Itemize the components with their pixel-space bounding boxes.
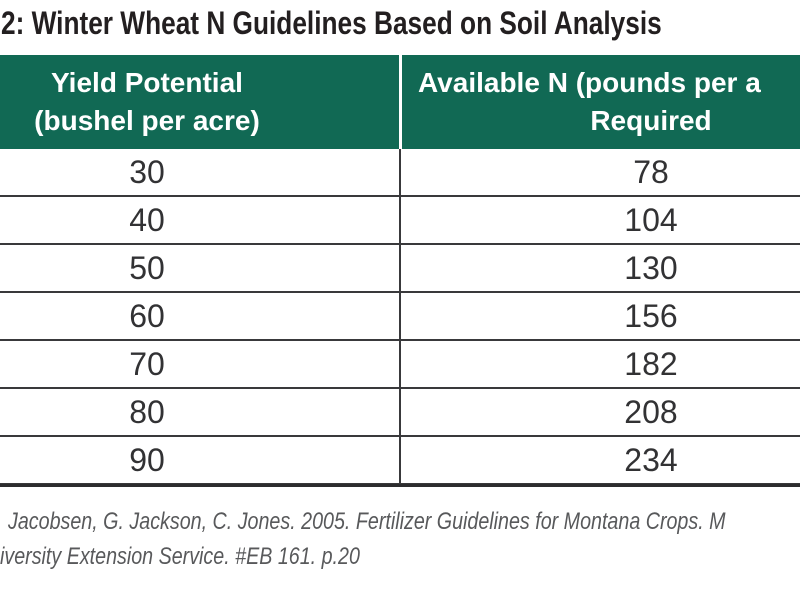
- body-column-divider: [399, 149, 401, 485]
- cell-available-n: 156: [624, 297, 678, 334]
- header-column-divider: [399, 55, 402, 149]
- citation-line1: Jacobsen, G. Jackson, C. Jones. 2005. Fe…: [8, 508, 726, 535]
- cell-available-n: 104: [624, 201, 678, 238]
- table-caption: 2: Winter Wheat N Guidelines Based on So…: [1, 5, 662, 41]
- table-bottom-border: [0, 484, 800, 487]
- cell-yield-potential: 60: [129, 297, 165, 334]
- cell-available-n: 130: [624, 249, 678, 286]
- header-cell-yield-potential: Yield Potential (bushel per acre): [0, 55, 400, 149]
- header-available-n-line2: Required: [590, 105, 712, 136]
- cell-yield-potential: 50: [129, 249, 165, 286]
- cell-available-n: 182: [624, 345, 678, 382]
- header-yield-line2: (bushel per acre): [34, 105, 260, 136]
- table-header: Yield Potential (bushel per acre) Availa…: [0, 55, 800, 149]
- cell-available-n: 234: [624, 441, 678, 478]
- header-available-n-line1: Available N (pounds per a: [418, 67, 761, 98]
- cell-yield-potential: 40: [129, 201, 165, 238]
- cell-yield-potential: 80: [129, 393, 165, 430]
- cell-yield-potential: 70: [129, 345, 165, 382]
- cell-yield-potential: 30: [129, 153, 165, 190]
- cell-available-n: 78: [633, 153, 669, 190]
- citation-line2: iversity Extension Service. #EB 161. p.2…: [0, 543, 360, 570]
- header-yield-line1: Yield Potential: [51, 67, 243, 98]
- cell-available-n: 208: [624, 393, 678, 430]
- cell-yield-potential: 90: [129, 441, 165, 478]
